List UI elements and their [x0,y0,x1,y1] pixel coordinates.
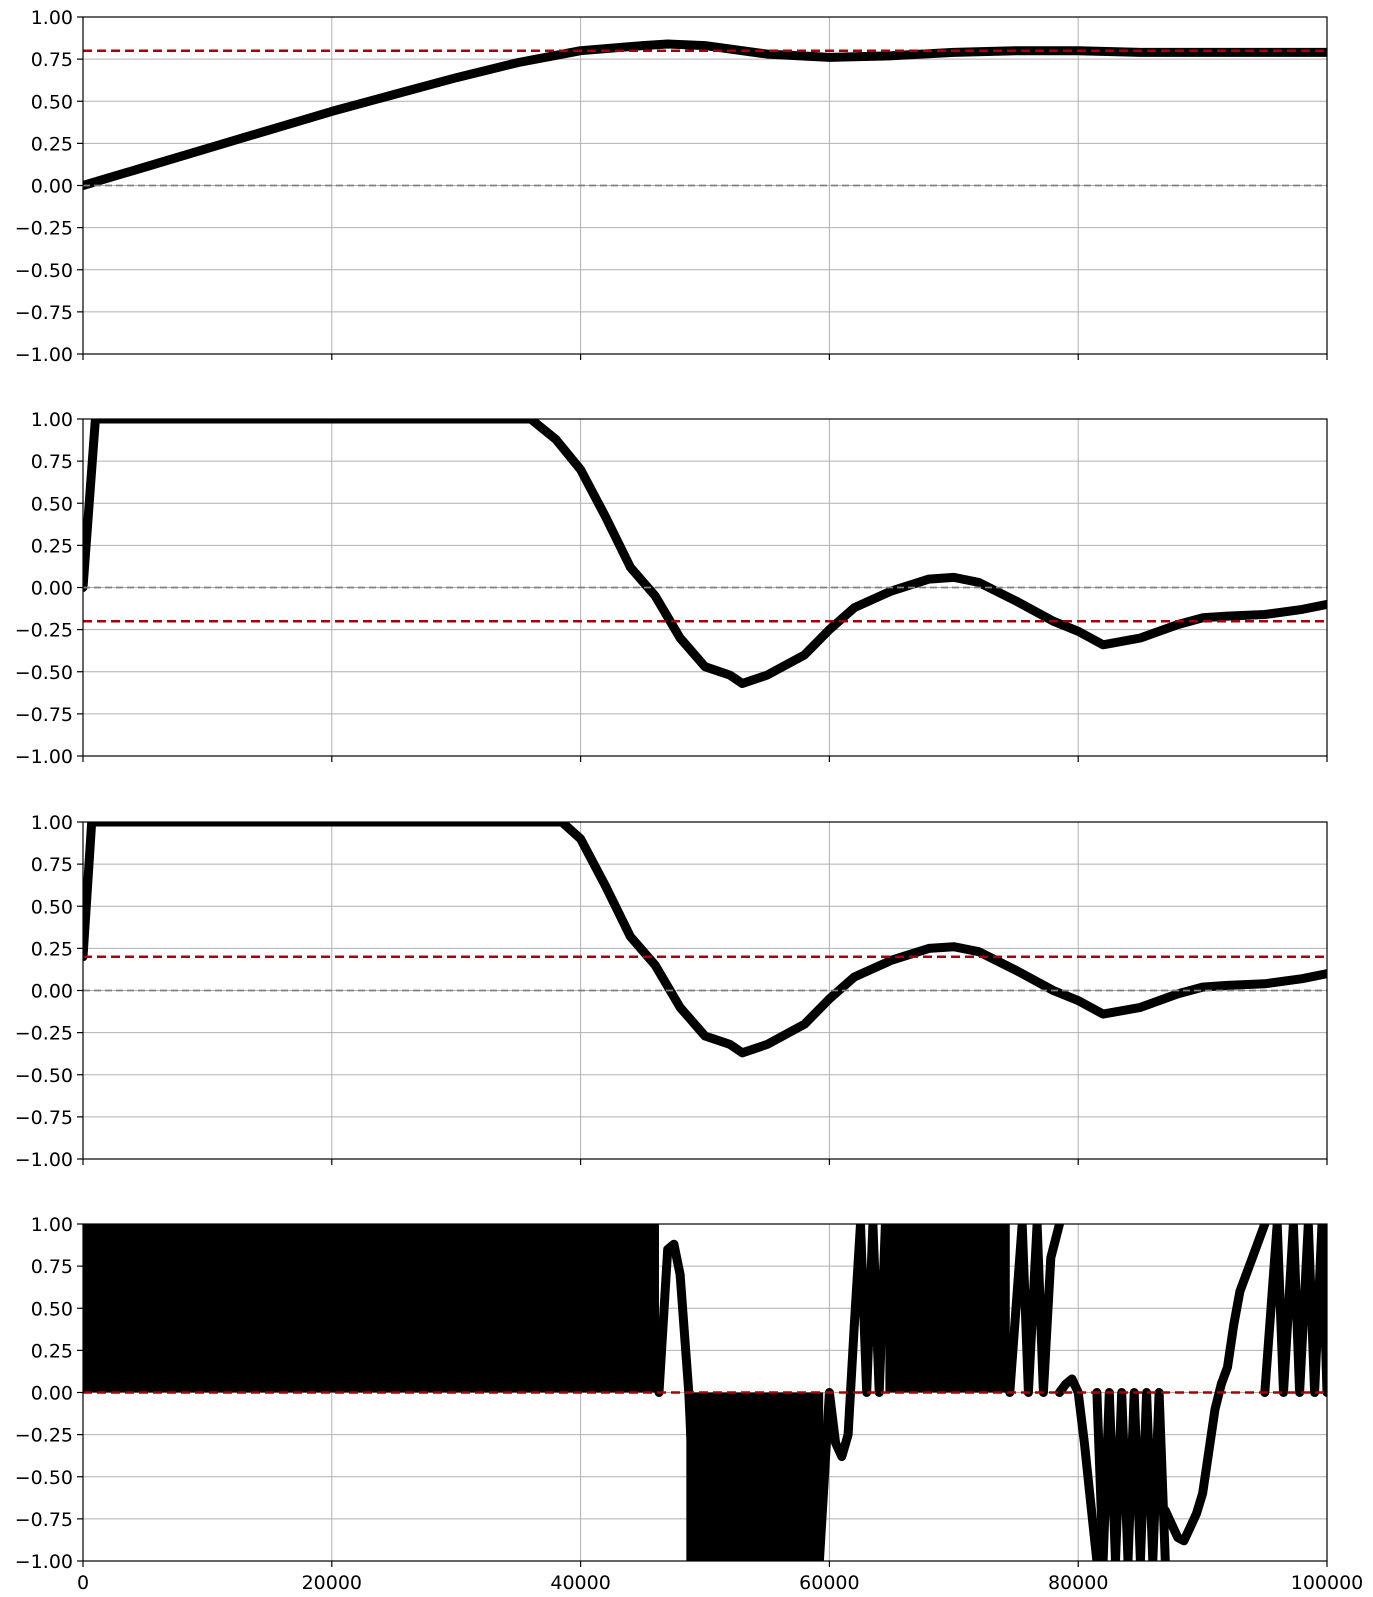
y-tick-label: −0.75 [15,302,73,324]
x-tick-label: 40000 [550,1572,610,1594]
series-line-6 [1092,1388,1170,1561]
x-tick-label: 20000 [302,1572,362,1594]
y-tick-label: 0.25 [31,1340,73,1362]
plot-content [83,822,1327,1058]
series-line-4 [1005,1224,1064,1397]
y-tick-label: −0.50 [15,662,73,684]
series-line-1 [83,39,1327,190]
y-tick-label: −1.00 [15,1551,73,1573]
dense-oscillation-region [83,1224,659,1393]
x-tick-label: 0 [77,1572,89,1594]
y-tick-label: 0.25 [31,133,73,155]
y-tick-label: 0.50 [31,493,73,515]
plot-content [83,1224,1327,1561]
y-tick-label: 0.00 [31,176,73,198]
y-tick-label: 0.00 [31,578,73,600]
series-line-1 [654,1239,704,1561]
y-tick-label: 0.25 [31,938,73,960]
series-line-7 [1160,1224,1270,1546]
y-tick-label: −0.50 [15,260,73,282]
y-tick-label: −0.25 [15,1023,73,1045]
y-tick-label: 1.00 [31,7,73,29]
y-tick-label: −1.00 [15,746,73,768]
y-tick-label: 0.50 [31,1298,73,1320]
y-tick-label: 0.50 [31,896,73,918]
chart-panel-3: 1.00 0.75 0.50 0.25 0.00 −0.25 −0.50 −0.75 −1.00 [15,812,1328,1171]
series-line-1 [83,419,1327,688]
series-line-2 [814,1320,859,1561]
y-tick-label: −1.00 [15,1149,73,1171]
y-tick-label: 0.75 [31,1256,73,1278]
x-tick-label: 100000 [1291,1572,1364,1594]
y-tick-label: −0.50 [15,1065,73,1087]
chart-panel-2: 1.00 0.75 0.50 0.25 0.00 −0.25 −0.50 −0.75 −1.00 [15,409,1328,768]
y-tick-label: 1.00 [31,409,73,431]
chart-panel-4: 1.00 0.75 0.50 0.25 0.00 −0.25 −0.50 −0.75 −1.00… [15,1214,1364,1594]
y-tick-label: 1.00 [31,1214,73,1236]
series-line-8 [1260,1224,1327,1397]
y-tick-label: −0.25 [15,620,73,642]
x-tick-label: 60000 [799,1572,859,1594]
y-tick-label: −0.75 [15,704,73,726]
y-tick-label: −1.00 [15,344,73,366]
y-tick-label: 1.00 [31,812,73,834]
y-tick-label: −0.50 [15,1467,73,1489]
y-tick-label: −0.75 [15,1509,73,1531]
dense-oscillation-region [686,1392,824,1561]
y-tick-label: −0.25 [15,1425,73,1447]
series-line-1 [83,822,1327,1058]
plot-content [83,419,1327,688]
y-tick-label: −0.25 [15,218,73,240]
y-tick-label: −0.75 [15,1107,73,1129]
y-tick-label: 0.00 [31,981,73,1003]
dense-oscillation-region [885,1224,1010,1393]
y-tick-label: 0.25 [31,535,73,557]
chart-panel-1: 1.00 0.75 0.50 0.25 0.00 −0.25 −0.50 −0.75 −1.00 [15,7,1328,366]
y-tick-label: 0.50 [31,91,73,113]
plot-content [83,39,1327,190]
y-tick-label: 0.75 [31,49,73,71]
series-line-3 [849,1224,890,1397]
y-tick-label: 0.75 [31,451,73,473]
x-tick-label: 80000 [1048,1572,1108,1594]
y-tick-label: 0.00 [31,1383,73,1405]
y-tick-label: 0.75 [31,854,73,876]
